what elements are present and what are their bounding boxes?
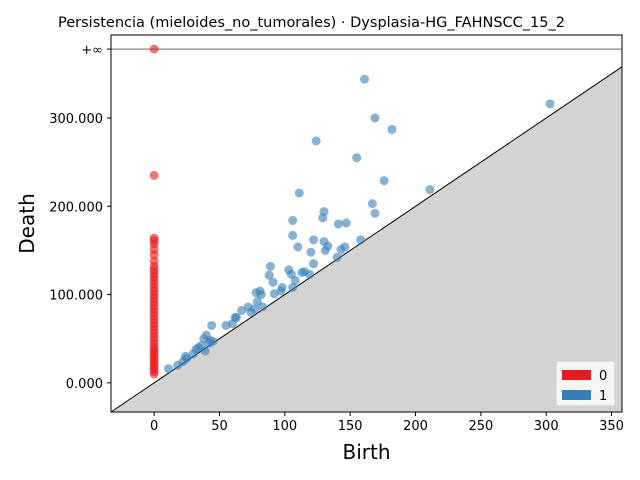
x-tick-label: 100	[272, 419, 297, 434]
data-point-series-0	[149, 369, 159, 379]
x-tick-label: 250	[468, 419, 493, 434]
data-point-series-1	[309, 259, 319, 269]
points-layer	[149, 44, 555, 379]
data-point-series-1	[333, 219, 343, 229]
legend-label-0: 0	[599, 369, 607, 384]
data-point-series-1	[305, 269, 315, 279]
data-point-series-1	[268, 277, 278, 287]
data-point-series-1	[379, 176, 389, 186]
data-point-series-1	[356, 235, 366, 245]
data-point-series-1	[370, 113, 380, 123]
data-point-series-0	[149, 170, 159, 180]
data-point-series-1	[311, 136, 321, 146]
y-tick-label: 100.000	[49, 289, 103, 304]
legend-swatch-1	[562, 390, 591, 400]
data-point-series-0	[149, 44, 159, 54]
data-point-series-1	[288, 215, 298, 225]
data-point-series-1	[200, 346, 210, 356]
data-point-series-1	[182, 353, 192, 363]
data-point-series-1	[370, 208, 380, 218]
data-point-series-1	[306, 247, 316, 257]
y-tick-label: 200.000	[49, 200, 103, 215]
data-point-series-1	[250, 304, 260, 314]
x-axis-title: Birth	[342, 440, 390, 464]
plot-title: Persistencia (mieloides_no_tumorales) · …	[58, 15, 565, 31]
legend-swatch-0	[562, 370, 591, 380]
data-point-series-1	[208, 336, 218, 346]
data-point-series-1	[332, 252, 342, 262]
data-point-series-1	[288, 230, 298, 240]
x-tick-label: 50	[211, 419, 228, 434]
data-point-series-1	[288, 283, 298, 293]
data-point-series-1	[265, 261, 275, 271]
x-tick-label: 0	[150, 419, 158, 434]
y-axis-title: Death	[15, 193, 39, 253]
data-point-series-1	[258, 302, 268, 312]
data-point-series-1	[231, 313, 241, 323]
data-point-series-1	[309, 235, 319, 245]
x-tick-label: 150	[338, 419, 363, 434]
data-point-series-1	[425, 185, 435, 195]
y-axis-ticks: 0.000 100.000 200.000 300.000	[49, 112, 111, 392]
data-point-series-0	[149, 250, 159, 260]
data-point-series-1	[293, 242, 303, 252]
data-point-series-1	[341, 218, 351, 228]
data-point-series-1	[164, 364, 174, 374]
data-point-series-1	[367, 199, 377, 209]
y-tick-label: 0.000	[66, 377, 103, 392]
data-point-series-1	[207, 320, 217, 330]
data-point-series-1	[340, 242, 350, 252]
legend: 0 1	[555, 360, 616, 407]
data-point-series-1	[294, 188, 304, 198]
legend-label-1: 1	[599, 389, 607, 404]
x-tick-label: 300	[534, 419, 559, 434]
data-point-series-1	[264, 270, 274, 280]
data-point-series-1	[545, 99, 555, 109]
x-axis-ticks: 0 50 100 150 200 250 300 350	[150, 412, 624, 434]
y-tick-label: 300.000	[49, 112, 103, 127]
data-point-series-1	[319, 207, 329, 217]
infinity-tick-label: +∞	[81, 43, 103, 58]
x-tick-label: 200	[403, 419, 428, 434]
data-point-series-1	[387, 124, 397, 134]
x-tick-label: 350	[599, 419, 624, 434]
data-point-series-1	[277, 283, 287, 293]
data-point-series-1	[352, 153, 362, 163]
data-point-series-1	[256, 290, 266, 300]
data-point-series-1	[323, 241, 333, 251]
data-point-series-1	[360, 74, 370, 84]
data-point-series-1	[290, 275, 300, 285]
plot-area	[110, 44, 623, 413]
plot-frame	[110, 34, 623, 413]
